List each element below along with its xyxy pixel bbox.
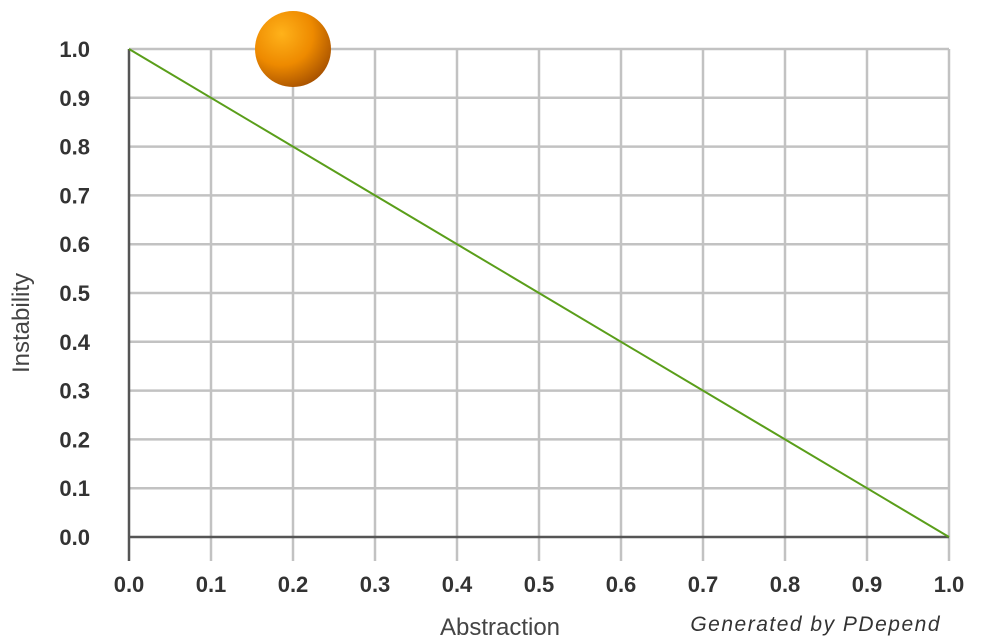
- x-tick-label: 0.1: [196, 572, 227, 597]
- x-tick-label: 0.4: [442, 572, 473, 597]
- y-tick-label: 0.5: [59, 281, 90, 306]
- series: [128, 11, 950, 538]
- y-tick-label: 0.6: [59, 232, 90, 257]
- y-tick-label: 1.0: [59, 37, 90, 62]
- y-axis-title: Instability: [8, 273, 35, 373]
- y-tick-label: 0.3: [59, 379, 90, 404]
- x-tick-label: 0.8: [770, 572, 801, 597]
- x-tick-label: 0.3: [360, 572, 391, 597]
- y-tick-label: 0.9: [59, 86, 90, 111]
- axes: [127, 49, 949, 561]
- x-tick-label: 1.0: [934, 572, 965, 597]
- x-tick-label: 0.5: [524, 572, 555, 597]
- credit-text: Generated by PDepend: [690, 613, 941, 636]
- grid: [129, 47, 951, 561]
- y-tick-label: 0.4: [59, 330, 90, 355]
- y-tick-label: 0.2: [59, 427, 90, 452]
- x-tick-label: 0.7: [688, 572, 719, 597]
- main-sequence-line: [128, 48, 950, 538]
- x-tick-label: 0.9: [852, 572, 883, 597]
- tick-labels: 0.0 0.1 0.2 0.3 0.4 0.5 0.6 0.7 0.8 0.9 1.0 0.0 0.1 0…: [59, 37, 964, 597]
- data-point: [255, 11, 331, 87]
- x-tick-label: 0.2: [278, 572, 309, 597]
- x-axis-title: Abstraction: [440, 614, 560, 641]
- x-tick-label: 0.0: [114, 572, 145, 597]
- x-tick-label: 0.6: [606, 572, 637, 597]
- y-tick-label: 0.8: [59, 135, 90, 160]
- y-tick-label: 0.7: [59, 183, 90, 208]
- y-tick-label: 0.1: [59, 476, 90, 501]
- y-tick-label: 0.0: [59, 525, 90, 550]
